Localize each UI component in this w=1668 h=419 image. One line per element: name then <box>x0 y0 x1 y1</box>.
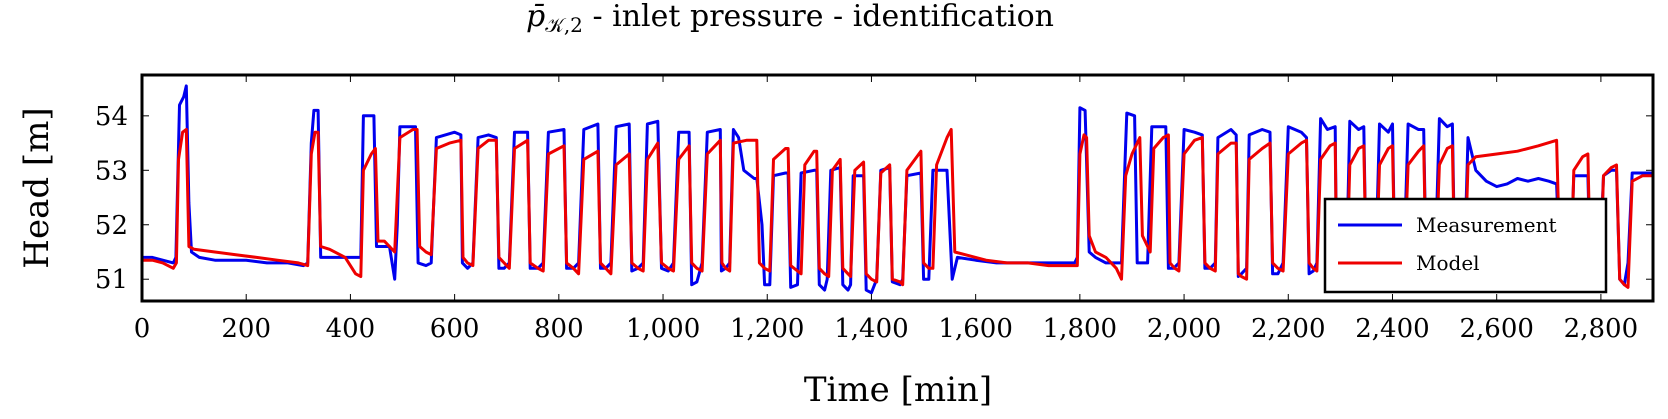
plot-frame <box>140 73 1655 303</box>
legend-label-measurement: Measurement <box>1416 213 1557 237</box>
legend: Measurement Model <box>1323 197 1608 294</box>
x-tick-label: 1,000 <box>626 314 700 344</box>
title-subscript: 𝒦,2 <box>545 13 583 37</box>
x-tick-label: 2,000 <box>1147 314 1221 344</box>
x-tick-label: 800 <box>534 314 584 344</box>
x-tick-label: 200 <box>221 314 271 344</box>
y-tick-label: 54 <box>95 102 128 132</box>
x-tick-label: 0 <box>134 314 151 344</box>
title-rest: - inlet pressure - identification <box>583 0 1054 34</box>
legend-box <box>1323 197 1608 294</box>
chart-title: p̄𝒦,2 - inlet pressure - identification <box>526 0 1054 37</box>
x-tick-label: 1,600 <box>938 314 1012 344</box>
x-tick-label: 400 <box>326 314 376 344</box>
x-tick-label: 2,200 <box>1251 314 1325 344</box>
x-tick-label: 600 <box>430 314 480 344</box>
ticks-layer: 0 200 400 600 800 1,000 1,200 1,400 1,600 1,800 2,… <box>95 75 1653 344</box>
x-tick-label: 2,400 <box>1355 314 1429 344</box>
title-symbol: p̄ <box>526 0 545 34</box>
x-tick-label: 1,200 <box>730 314 804 344</box>
y-axis-title: Head [m] <box>17 107 57 268</box>
x-tick-label: 1,400 <box>834 314 908 344</box>
y-tick-label: 51 <box>95 265 128 295</box>
x-axis-title: Time [min] <box>804 370 992 410</box>
y-tick-label: 53 <box>95 156 128 186</box>
x-tick-label: 2,600 <box>1459 314 1533 344</box>
x-tick-label: 1,800 <box>1043 314 1117 344</box>
y-tick-label: 52 <box>95 211 128 241</box>
legend-label-model: Model <box>1416 251 1480 275</box>
x-tick-label: 2,800 <box>1564 314 1638 344</box>
